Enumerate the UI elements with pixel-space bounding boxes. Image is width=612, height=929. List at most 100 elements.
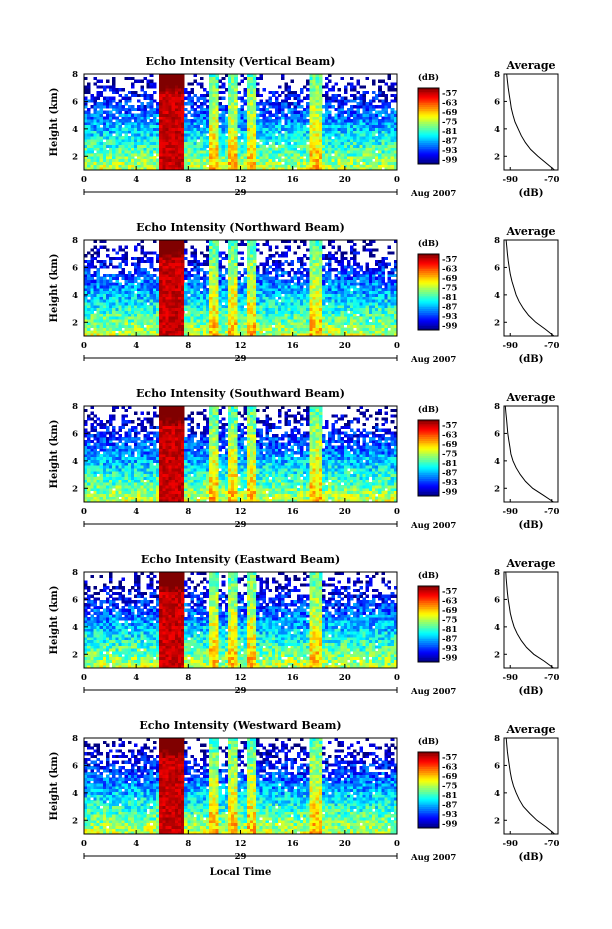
heatmap-cell [212,153,216,156]
heatmap-cell [143,302,147,305]
heatmap-cell [281,330,285,333]
heatmap-cell [181,77,185,80]
heatmap-cell [137,296,141,299]
heatmap-cell [109,299,113,302]
heatmap-cell [319,114,323,117]
heatmap-cell [234,102,238,105]
heatmap-cell [100,145,104,148]
heatmap-cell [241,130,245,133]
heatmap-cell [165,114,169,117]
heatmap-cell [169,77,173,80]
heatmap-cell [366,150,370,153]
heatmap-cell [175,271,179,274]
heatmap-cell [153,251,157,254]
heatmap-cell [316,254,320,257]
heatmap-cell [284,122,288,125]
heatmap-cell [125,296,129,299]
heatmap-cell [294,164,298,167]
heatmap-cell [97,114,101,117]
heatmap-cell [84,325,88,328]
heatmap-cell [169,330,173,333]
heatmap-cell [363,130,367,133]
heatmap-cell [165,136,169,139]
heatmap-cell [250,305,254,308]
heatmap-cell [100,282,104,285]
heatmap-cell [291,291,295,294]
heatmap-cell [378,142,382,145]
heatmap-cell [137,150,141,153]
heatmap-cell [300,288,304,291]
heatmap-cell [147,133,151,136]
heatmap-cell [106,299,110,302]
heatmap-cell [209,136,213,139]
heatmap-cell [90,122,94,125]
heatmap-cell [212,274,216,277]
heatmap-cell [269,162,273,165]
heatmap-cell [378,91,382,94]
heatmap-cell [206,150,210,153]
heatmap-cell [241,251,245,254]
heatmap-cell [209,122,213,125]
heatmap-cell [297,162,301,165]
heatmap-cell [359,164,363,167]
heatmap-cell [84,102,88,105]
heatmap-cell [350,105,354,108]
heatmap-cell [356,80,360,83]
heatmap-cell [266,102,270,105]
heatmap-cell [250,102,254,105]
heatmap-cell [175,116,179,119]
heatmap-cell [212,85,216,88]
heatmap-cell [165,285,169,288]
heatmap-cells [84,74,397,170]
heatmap-cell [356,111,360,114]
heatmap-cell [97,156,101,159]
heatmap-cell [219,119,223,122]
heatmap-cell [228,322,232,325]
heatmap-cell [316,308,320,311]
heatmap-cell [215,116,219,119]
heatmap-cell [225,282,229,285]
heatmap-cell [319,77,323,80]
heatmap-cell [237,159,241,162]
heatmap-cell [228,325,232,328]
heatmap-cell [291,150,295,153]
heatmap-cell [184,294,188,297]
heatmap-cell [388,162,392,165]
heatmap-cell [165,108,169,111]
heatmap-cell [309,305,313,308]
heatmap-cell [181,265,185,268]
heatmap-cell [269,105,273,108]
heatmap-cell [103,277,107,280]
heatmap-cell [87,88,91,91]
heatmap-cell [363,142,367,145]
heatmap-cell [294,294,298,297]
heatmap-cell [275,294,279,297]
heatmap-cell [143,133,147,136]
heatmap-cell [231,77,235,80]
heatmap-cell [338,105,342,108]
heatmap-cell [137,294,141,297]
heatmap-cell [262,305,266,308]
heatmap-cell [262,128,266,131]
heatmap-cell [297,328,301,331]
heatmap-cell [384,116,388,119]
heatmap-cell [244,330,248,333]
heatmap-cell [125,325,129,328]
heatmap-cell [90,282,94,285]
heatmap-cell [316,145,320,148]
heatmap-cell [275,291,279,294]
heatmap-cell [84,136,88,139]
heatmap-cell [316,246,320,249]
heatmap-cell [287,282,291,285]
heatmap-cell [140,257,144,260]
heatmap-cell [215,145,219,148]
heatmap-cell [147,150,151,153]
heatmap-cell [247,150,251,153]
heatmap-cell [128,159,132,162]
heatmap-cell [369,156,373,159]
heatmap-cell [363,114,367,117]
heatmap-cell [175,274,179,277]
heatmap-cell [316,313,320,316]
heatmap-cell [172,248,176,251]
heatmap-cell [97,248,101,251]
